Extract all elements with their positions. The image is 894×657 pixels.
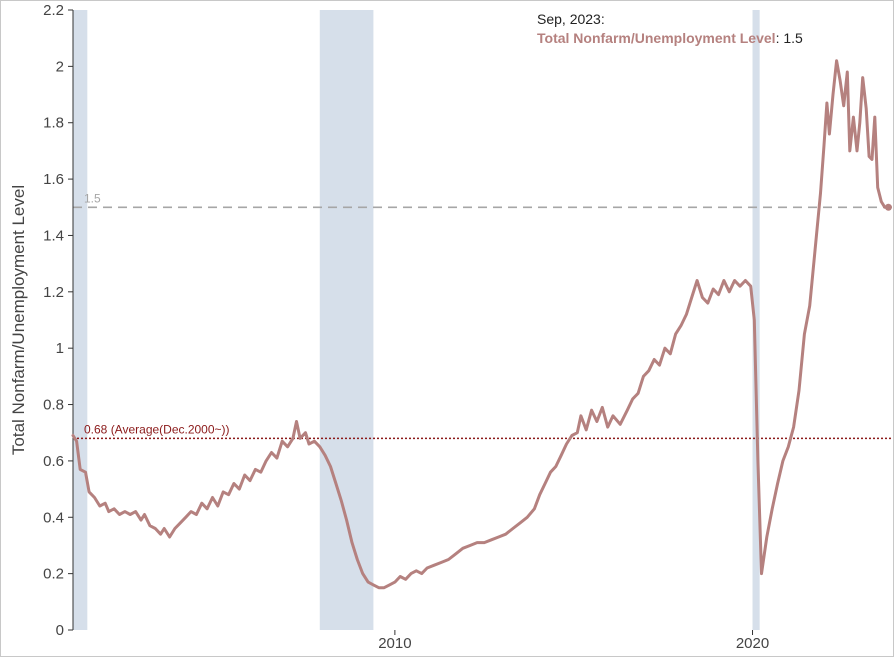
recession-bands: [73, 10, 760, 630]
y-tick-label: 1.6: [43, 171, 64, 188]
reference-lines: 1.5 0.68 (Average(Dec.2000~)): [73, 191, 892, 440]
reference-line-label-1: 0.68 (Average(Dec.2000~)): [84, 422, 230, 436]
y-tick-label: 2.2: [43, 2, 64, 19]
hover-tooltip: Sep, 2023: Total Nonfarm/Unemployment Le…: [537, 11, 803, 46]
y-tick-label: 0.4: [43, 509, 64, 526]
series-line-0: [71, 59, 890, 590]
y-tick-label: 2: [56, 58, 64, 75]
tooltip-series: Total Nonfarm/Unemployment Level: 1.5: [537, 30, 803, 46]
series-lines: [71, 59, 892, 590]
tooltip-value: 1.5: [783, 30, 803, 46]
y-tick-label: 1.4: [43, 227, 64, 244]
y-tick-label: 1.8: [43, 115, 64, 132]
x-tick-label: 2020: [736, 635, 769, 652]
recession-band-0: [73, 10, 88, 630]
x-axis: 2010 2020: [378, 630, 769, 652]
y-tick-label: 1.2: [43, 284, 64, 301]
y-axis-label: Total Nonfarm/Unemployment Level: [9, 185, 28, 455]
tooltip-date: Sep, 2023:: [537, 11, 605, 27]
x-tick-label: 2010: [378, 635, 411, 652]
recession-band-1: [319, 10, 374, 630]
recession-band-2: [752, 10, 760, 630]
y-tick-label: 0: [56, 622, 64, 639]
reference-line-label-0: 1.5: [84, 191, 101, 205]
y-tick-label: 0.2: [43, 566, 64, 583]
y-tick-label: 0.8: [43, 397, 64, 414]
y-tick-label: 0.6: [43, 453, 64, 470]
tooltip-series-label: Total Nonfarm/Unemployment Level: [537, 30, 776, 46]
y-tick-label: 1: [56, 340, 64, 357]
series-last-point: [884, 203, 892, 211]
y-axis: 0 0.2 0.4 0.6 0.8 1 1.2 1.4 1.6 1.8 2 2.2: [43, 2, 74, 639]
